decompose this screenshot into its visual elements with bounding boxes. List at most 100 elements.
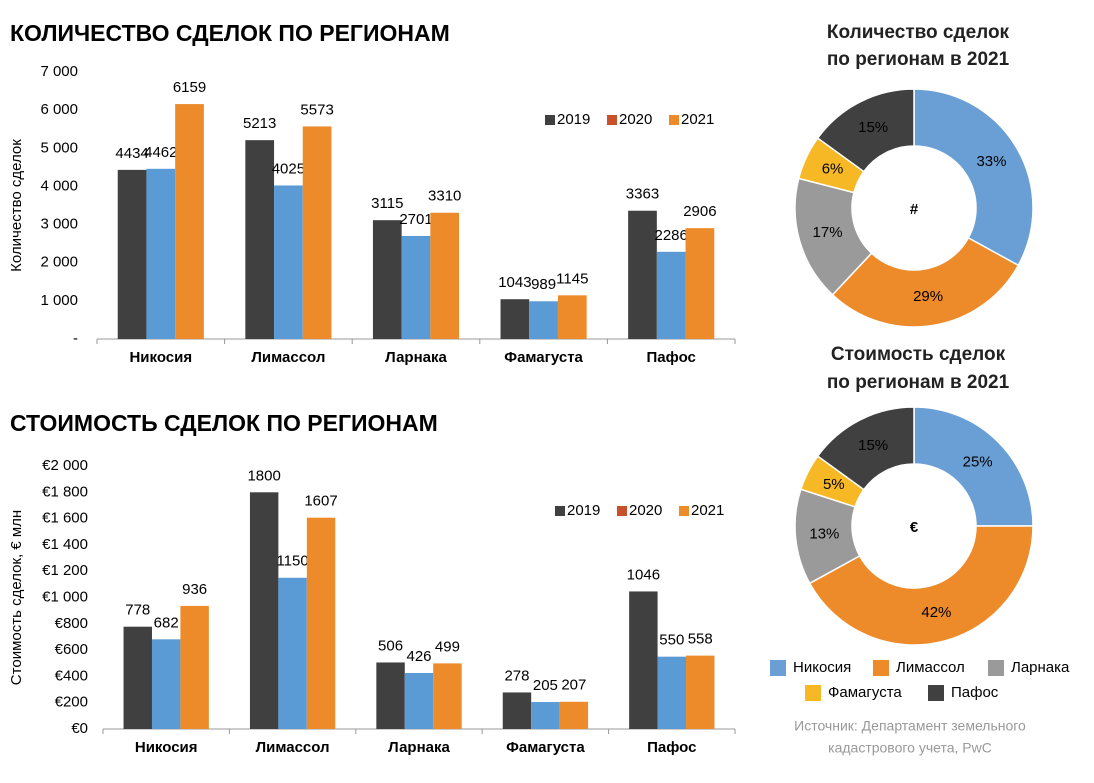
data-label: 4462 (144, 144, 177, 161)
chart-title: Стоимость сделок (831, 344, 1006, 365)
y-tick-label: €2 000 (42, 457, 88, 474)
y-tick-label: 7 000 (40, 63, 78, 80)
x-tick-label: Ларнака (385, 349, 447, 366)
y-tick-label: 2 000 (40, 254, 78, 271)
data-label: 5573 (300, 101, 333, 118)
center-label: # (910, 201, 919, 218)
bar (529, 301, 558, 339)
bar (175, 104, 204, 339)
x-tick-label: Фамагуста (506, 739, 585, 756)
data-label: 550 (659, 632, 684, 649)
bar (685, 228, 715, 339)
x-tick-label: Фамагуста (504, 349, 583, 366)
data-label: 2701 (399, 211, 432, 228)
legend-label: 2021 (691, 502, 724, 519)
legend-label: Лимассол (896, 659, 965, 676)
slice-label: 6% (822, 161, 844, 178)
bar (372, 220, 402, 339)
slice-label: 42% (921, 604, 951, 621)
y-axis-label: Количество сделок (8, 139, 25, 272)
bar (656, 251, 686, 339)
data-label: 205 (533, 677, 558, 694)
legend-label: Пафос (951, 684, 999, 701)
legend-swatch (805, 685, 821, 701)
data-label: 1150 (276, 553, 308, 570)
slice-label: 15% (858, 437, 888, 454)
data-label: 3310 (428, 188, 461, 205)
slice-label: 17% (813, 224, 843, 241)
legend-swatch (607, 115, 617, 125)
legend-swatch (770, 660, 786, 676)
data-label: 989 (531, 276, 556, 293)
bar (151, 639, 181, 729)
slice-label: 13% (809, 525, 839, 542)
bar (657, 656, 687, 729)
data-label: 1145 (556, 270, 588, 287)
x-tick-label: Никосия (135, 739, 198, 756)
donut-slice (816, 88, 915, 173)
data-label: 4025 (272, 160, 305, 177)
legend-label: Фамагуста (828, 684, 902, 701)
source: кадастрового учета, PwC (828, 740, 992, 756)
legend-swatch (545, 115, 555, 125)
y-tick-label: €600 (55, 641, 88, 658)
bar (278, 577, 307, 729)
data-label: 499 (435, 638, 460, 655)
chart-title: по регионам в 2021 (827, 372, 1010, 393)
donut-slice (831, 236, 1020, 328)
data-label: 682 (154, 614, 179, 631)
data-label: 278 (504, 667, 529, 684)
y-tick-label: 6 000 (40, 101, 78, 118)
data-label: 3115 (371, 195, 403, 212)
y-tick-label: 4 000 (40, 177, 78, 194)
bar (557, 295, 587, 339)
bar (401, 235, 431, 339)
legend-label: 2020 (629, 502, 662, 519)
donut-slice (913, 406, 1034, 527)
y-axis-label: Стоимость сделок, € млн (8, 510, 25, 685)
bar (502, 692, 532, 729)
legend-swatch (555, 506, 565, 516)
y-tick-label: 1 000 (40, 292, 78, 309)
donut-slice (816, 406, 915, 491)
legend-swatch (928, 685, 944, 701)
legend-label: 2019 (557, 111, 590, 128)
x-tick-label: Лимассол (251, 349, 325, 366)
y-tick-label: €1 800 (42, 483, 88, 500)
chart-title: СТОИМОСТЬ СДЕЛОК ПО РЕГИОНАМ (10, 410, 438, 436)
bar (146, 168, 176, 339)
slice-label: 33% (976, 153, 1006, 170)
data-label: 2906 (683, 203, 716, 220)
x-tick-label: Пафос (647, 349, 696, 366)
x-tick-label: Лимассол (256, 739, 330, 756)
y-tick-label: €0 (71, 720, 88, 737)
y-tick-label: - (73, 330, 78, 347)
data-label: 506 (378, 637, 403, 654)
y-tick-label: €1 000 (42, 588, 88, 605)
bar (302, 126, 332, 339)
bar (433, 663, 462, 729)
slice-label: 15% (858, 119, 888, 136)
data-label: 4434 (115, 145, 148, 162)
legend-swatch (679, 506, 689, 516)
y-tick-label: €200 (55, 694, 88, 711)
data-label: 1800 (247, 467, 280, 484)
center-label: € (910, 519, 919, 536)
data-label: 5213 (243, 115, 276, 132)
y-tick-label: 5 000 (40, 139, 78, 156)
data-label: 6159 (173, 79, 206, 96)
bar (274, 185, 303, 339)
legend-swatch (669, 115, 679, 125)
legend-label: 2020 (619, 111, 652, 128)
bar (404, 672, 434, 729)
legend-swatch (988, 660, 1004, 676)
slice-label: 29% (913, 288, 943, 305)
legend-swatch (617, 506, 627, 516)
y-tick-label: 3 000 (40, 216, 78, 233)
donut-slice (913, 88, 1034, 267)
x-tick-label: Ларнака (388, 739, 450, 756)
bar (628, 210, 657, 339)
y-tick-label: €1 600 (42, 510, 88, 527)
x-tick-label: Пафос (647, 739, 696, 756)
bar (249, 492, 279, 729)
